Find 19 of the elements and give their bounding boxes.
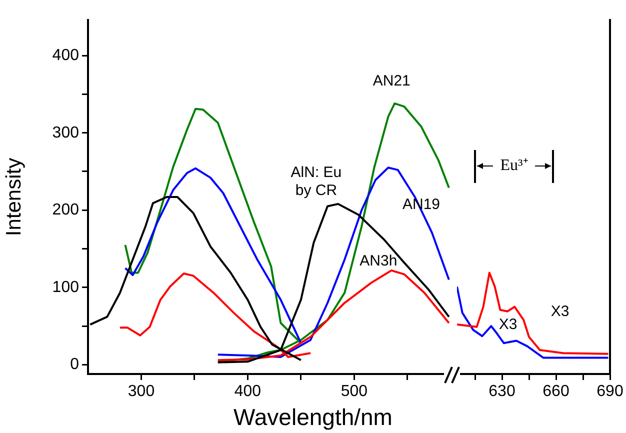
annotation: X3 <box>498 316 518 334</box>
x-tick-label: 660 <box>542 383 570 400</box>
x-tick-label: 630 <box>488 383 516 400</box>
y-tick-label: 400 <box>52 46 80 64</box>
series-label: AlN: Eu by CR <box>290 164 342 200</box>
series-label: AN3h <box>360 252 398 270</box>
y-tick-label: 200 <box>52 202 80 219</box>
x-tick-label: 500 <box>340 383 368 400</box>
series-label: AN21 <box>372 72 410 90</box>
annotation: Eu³⁺ <box>500 157 528 174</box>
x-tick-label: 400 <box>234 383 262 400</box>
y-tick-label: 0 <box>70 356 80 374</box>
x-tick-label: 690 <box>596 383 624 400</box>
y-tick-label: 100 <box>52 278 80 296</box>
annotation: X3 <box>550 303 570 320</box>
x-tick-label: 300 <box>128 383 155 400</box>
x-axis-title: Wavelength/nm <box>232 404 394 430</box>
y-axis-title: Intensity <box>2 157 26 236</box>
y-tick-label: 300 <box>52 124 80 142</box>
